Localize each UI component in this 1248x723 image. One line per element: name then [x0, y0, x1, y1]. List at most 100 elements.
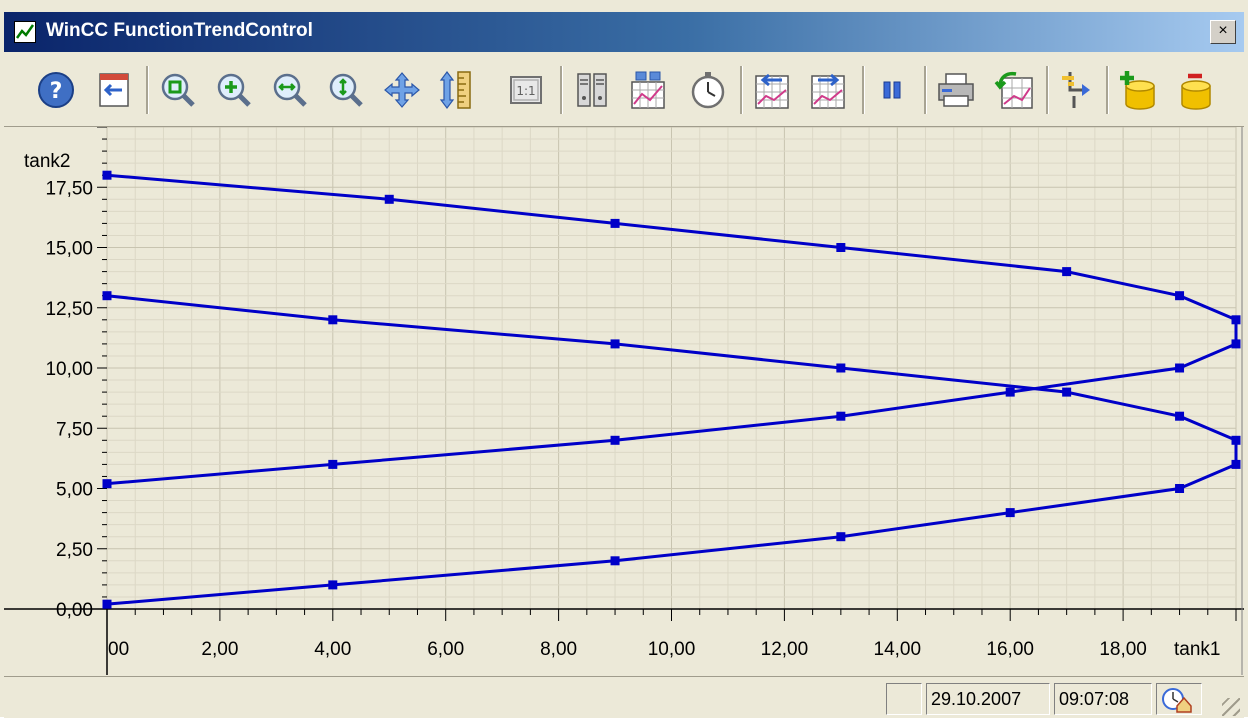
zoom-in-icon — [217, 73, 251, 107]
x-tick-label: 00 — [108, 639, 129, 660]
y-tick-label: 5,00 — [56, 480, 93, 501]
config-dialog-button[interactable] — [92, 68, 136, 112]
trend-line-1 — [106, 173, 1238, 486]
print-button[interactable] — [934, 68, 978, 112]
toolbar-separator — [1046, 66, 1049, 114]
select-data-connection-button[interactable] — [570, 68, 614, 112]
toolbar-separator — [1106, 66, 1109, 114]
zoom-in-button[interactable] — [212, 68, 256, 112]
data-point — [1062, 267, 1072, 277]
clock-home-icon — [1162, 688, 1192, 713]
export-icon — [994, 71, 1033, 109]
chart-series — [102, 170, 1241, 609]
data-point — [328, 459, 338, 469]
help-button[interactable]: ? — [34, 68, 78, 112]
connect-backup-button[interactable] — [1054, 68, 1098, 112]
zoom-x-button[interactable] — [268, 68, 312, 112]
chart-ticks: 0,00 2,50 5,00 7,50 10,00 12,50 15,00 17,50 00 2,… — [45, 127, 1237, 660]
zoom-y-button[interactable] — [324, 68, 368, 112]
connect-icon — [1062, 72, 1090, 108]
database-add-icon — [1120, 71, 1155, 110]
status-date: 29.10.2007 — [926, 683, 1050, 715]
close-icon: × — [1218, 22, 1228, 39]
data-point — [836, 243, 846, 252]
data-point — [1175, 411, 1185, 421]
zoom-y-icon — [329, 73, 363, 107]
remove-archive-button[interactable] — [1174, 68, 1218, 112]
zoom-area-button[interactable] — [156, 68, 200, 112]
data-point — [1062, 387, 1072, 397]
data-connection-icon — [577, 73, 607, 107]
config-dialog-icon — [99, 73, 129, 107]
data-point — [102, 291, 112, 301]
chart-background — [4, 127, 1244, 675]
data-point — [102, 479, 112, 489]
data-point — [610, 556, 620, 566]
data-point — [836, 411, 846, 421]
chart-grid — [106, 127, 1237, 610]
data-point — [610, 339, 620, 349]
y-tick-label: 2,50 — [56, 540, 93, 561]
toolbar-separator — [740, 66, 743, 114]
data-point — [1175, 291, 1185, 301]
zoom-x-icon — [273, 73, 307, 107]
trend-chart[interactable]: 0,00 2,50 5,00 7,50 10,00 12,50 15,00 17,50 00 2,… — [4, 127, 1244, 675]
data-point — [1175, 363, 1185, 373]
y-tick-label: 7,50 — [56, 419, 93, 440]
data-point — [1231, 339, 1241, 349]
data-point — [836, 532, 846, 542]
next-trend-button[interactable] — [806, 68, 850, 112]
x-tick-label: 8,00 — [540, 639, 577, 660]
y-tick-label: 0,00 — [56, 600, 93, 621]
toolbar-separator — [560, 66, 563, 114]
toolbar-separator — [924, 66, 927, 114]
data-point — [1231, 315, 1241, 325]
trend-line-2 — [106, 294, 1238, 606]
resize-grip[interactable] — [1222, 698, 1240, 716]
select-trends-button[interactable] — [626, 68, 670, 112]
original-view-button[interactable]: 1:1 — [504, 68, 548, 112]
y-axis-label: tank2 — [24, 151, 70, 172]
data-point — [1231, 459, 1241, 469]
stopwatch-icon — [691, 72, 725, 109]
help-icon: ? — [38, 72, 74, 108]
printer-icon — [938, 73, 974, 107]
x-tick-label: 12,00 — [761, 639, 809, 660]
trend-app-icon — [14, 21, 36, 43]
previous-trend-button[interactable] — [750, 68, 794, 112]
data-point — [836, 363, 846, 373]
close-button[interactable]: × — [1210, 20, 1236, 44]
title-bar[interactable]: WinCC FunctionTrendControl × — [4, 12, 1244, 52]
x-tick-label: 16,00 — [986, 639, 1034, 660]
y-tick-label: 10,00 — [45, 359, 93, 380]
move-axis-button[interactable] — [434, 68, 478, 112]
x-tick-label: 14,00 — [874, 639, 922, 660]
window-title: WinCC FunctionTrendControl — [46, 20, 313, 41]
x-axis-label: tank1 — [1174, 639, 1220, 660]
time-range-button[interactable] — [686, 68, 730, 112]
previous-trend-icon — [755, 73, 789, 109]
export-button[interactable] — [992, 68, 1036, 112]
x-tick-label: 6,00 — [427, 639, 464, 660]
move-area-button[interactable] — [380, 68, 424, 112]
zoom-area-icon — [161, 73, 195, 107]
data-point — [384, 194, 394, 204]
x-tick-label: 4,00 — [314, 639, 351, 660]
add-archive-button[interactable] — [1116, 68, 1160, 112]
x-tick-label: 2,00 — [201, 639, 238, 660]
x-tick-label: 18,00 — [1099, 639, 1147, 660]
toolbar: ? — [4, 54, 1244, 127]
toolbar-separator — [862, 66, 865, 114]
status-icon-panel[interactable] — [1156, 683, 1202, 715]
pause-icon — [883, 81, 901, 99]
data-point — [1175, 484, 1185, 493]
status-bar: 29.10.2007 09:07:08 — [4, 676, 1244, 718]
data-point — [1231, 435, 1241, 445]
data-point — [102, 599, 112, 609]
move-icon — [384, 72, 420, 108]
select-trends-icon — [631, 71, 665, 109]
stop-button[interactable] — [870, 68, 914, 112]
y-tick-label: 12,50 — [45, 299, 93, 320]
svg-text:1:1: 1:1 — [516, 84, 535, 98]
